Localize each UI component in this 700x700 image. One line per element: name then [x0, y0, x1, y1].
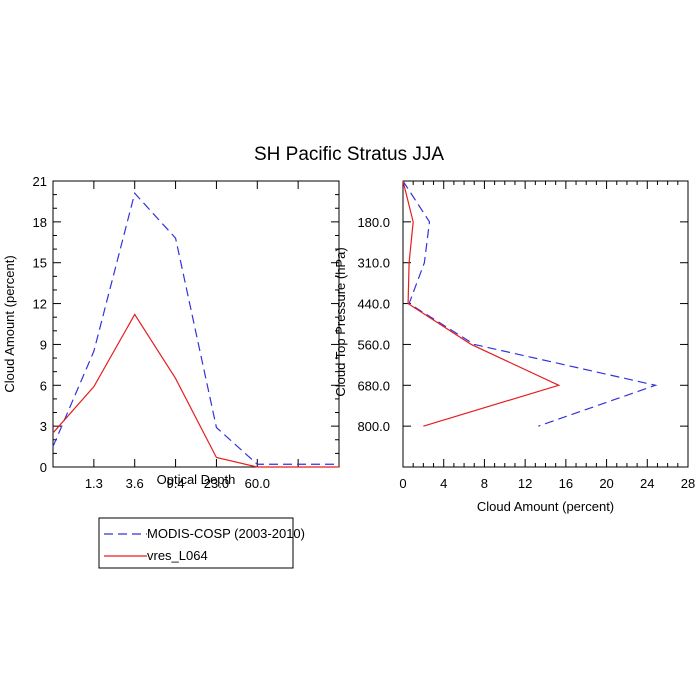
left-x-axis-label: Optical Depth: [157, 472, 236, 487]
left-x-tick-label: 3.6: [126, 476, 144, 491]
left-x-tick-label: 60.0: [245, 476, 270, 491]
right-y-tick-label: 680.0: [357, 378, 390, 393]
left-y-tick-label: 21: [33, 174, 47, 189]
right-x-tick-label: 20: [599, 476, 613, 491]
right-y-tick-label: 440.0: [357, 297, 390, 312]
right-x-tick-label: 16: [559, 476, 573, 491]
left-y-tick-label: 15: [33, 256, 47, 271]
left-x-tick-label: 1.3: [85, 476, 103, 491]
left-y-tick-label: 12: [33, 297, 47, 312]
left-plot-frame: [52, 180, 340, 468]
right-x-tick-label: 12: [518, 476, 532, 491]
left-x-tick-label: 9.4: [167, 476, 185, 491]
right-x-axis-label: Cloud Amount (percent): [477, 499, 614, 514]
legend-box: [98, 517, 294, 569]
chart-title: SH Pacific Stratus JJA: [254, 144, 444, 165]
right-series-line-0: [402, 180, 658, 427]
right-y-tick-label: 560.0: [357, 337, 390, 352]
right-y-tick-label: 800.0: [357, 419, 390, 434]
left-series-line-0: [52, 192, 339, 465]
left-y-tick-label: 6: [40, 378, 47, 393]
right-x-tick-label: 0: [399, 476, 406, 491]
left-series-line-1: [52, 313, 339, 468]
right-y-tick-label: 310.0: [357, 256, 390, 271]
right-y-axis-label: Cloud Top Pressure (hPa): [333, 247, 348, 396]
left-y-tick-label: 18: [33, 215, 47, 230]
right-x-tick-label: 28: [681, 476, 695, 491]
right-x-tick-label: 8: [481, 476, 488, 491]
legend-label-1: vres_L064: [147, 548, 208, 563]
right-y-tick-label: 180.0: [357, 215, 390, 230]
right-x-tick-label: 4: [440, 476, 447, 491]
right-series-line-1: [402, 180, 561, 427]
legend-label-0: MODIS-COSP (2003-2010): [147, 526, 305, 541]
left-x-tick-label: 23.0: [204, 476, 229, 491]
left-y-tick-label: 9: [40, 337, 47, 352]
right-x-tick-label: 24: [640, 476, 654, 491]
left-y-tick-label: 0: [40, 460, 47, 475]
left-y-tick-label: 3: [40, 419, 47, 434]
left-y-axis-label: Cloud Amount (percent): [2, 255, 17, 392]
